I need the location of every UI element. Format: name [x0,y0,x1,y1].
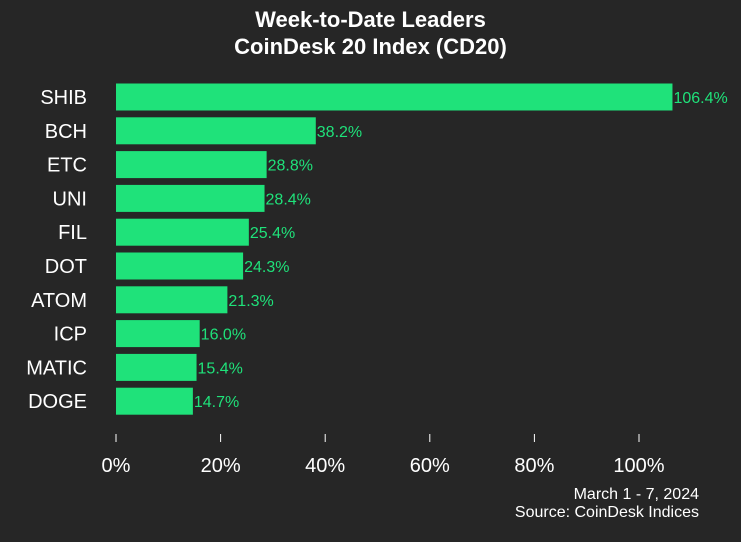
value-label-shib: 106.4% [673,90,727,107]
bar-icp [116,320,200,348]
x-tick-label-60: 60% [410,455,450,477]
value-label-doge: 14.7% [194,394,239,411]
value-label-matic: 15.4% [198,360,243,377]
bar-shib [116,83,673,111]
x-tick-label-0: 0% [102,455,131,477]
category-label-bch: BCH [45,121,87,143]
value-label-etc: 28.8% [268,158,313,175]
bar-fil [116,218,249,246]
bar-etc [116,151,267,179]
category-label-fil: FIL [58,222,87,244]
value-label-fil: 25.4% [250,225,295,242]
source-note: Source: CoinDesk Indices [514,504,699,521]
category-label-matic: MATIC [26,357,87,379]
x-tick-label-20: 20% [201,455,241,477]
x-tick-label-100: 100% [613,455,664,477]
category-label-dot: DOT [45,256,87,278]
value-label-atom: 21.3% [228,293,273,310]
bar-atom [116,286,228,314]
bar-uni [116,184,265,212]
bar-dot [116,252,244,280]
category-label-etc: ETC [47,155,87,177]
x-tick-label-40: 40% [305,455,345,477]
value-label-bch: 38.2% [317,124,362,141]
x-tick-label-80: 80% [514,455,554,477]
category-label-icp: ICP [54,324,87,346]
value-label-dot: 24.3% [244,259,289,276]
bar-doge [116,387,193,415]
category-label-doge: DOGE [28,391,87,413]
bar-bch [116,117,316,145]
category-label-shib: SHIB [40,87,87,109]
chart-subtitle: CoinDesk 20 Index (CD20) [234,34,507,59]
value-label-uni: 28.4% [266,191,311,208]
value-label-icp: 16.0% [201,327,246,344]
category-label-uni: UNI [53,188,87,210]
category-label-atom: ATOM [31,290,87,312]
chart-title: Week-to-Date Leaders [255,7,486,32]
bar-matic [116,353,197,381]
date-range: March 1 - 7, 2024 [573,486,699,503]
